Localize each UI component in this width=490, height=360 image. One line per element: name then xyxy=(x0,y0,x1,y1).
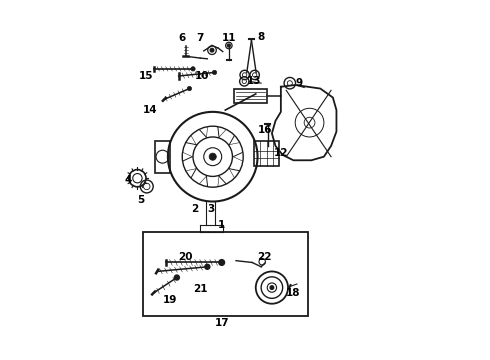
Text: 8: 8 xyxy=(258,32,265,41)
Text: 15: 15 xyxy=(139,71,154,81)
Circle shape xyxy=(210,48,214,52)
Circle shape xyxy=(212,70,217,75)
Circle shape xyxy=(219,260,224,265)
Text: 16: 16 xyxy=(257,125,272,135)
Text: 20: 20 xyxy=(178,252,193,262)
Circle shape xyxy=(174,275,179,280)
Text: 13: 13 xyxy=(247,76,261,86)
Text: 10: 10 xyxy=(195,71,209,81)
Text: 22: 22 xyxy=(257,252,272,262)
Circle shape xyxy=(191,67,195,71)
Text: 4: 4 xyxy=(125,175,132,185)
Text: 17: 17 xyxy=(215,319,229,328)
Text: 2: 2 xyxy=(191,204,198,214)
Circle shape xyxy=(209,153,216,160)
Bar xyxy=(234,89,267,103)
Text: 19: 19 xyxy=(163,295,177,305)
Text: 21: 21 xyxy=(193,284,207,294)
Bar xyxy=(155,140,170,173)
Text: 1: 1 xyxy=(218,220,225,230)
Text: 6: 6 xyxy=(179,33,186,43)
Circle shape xyxy=(227,44,230,47)
Circle shape xyxy=(270,286,274,289)
Circle shape xyxy=(187,86,192,91)
Text: 11: 11 xyxy=(221,33,236,43)
Text: 9: 9 xyxy=(295,78,302,88)
Circle shape xyxy=(205,264,210,269)
Text: 18: 18 xyxy=(286,288,301,298)
Text: 14: 14 xyxy=(143,105,157,115)
Bar xyxy=(254,140,279,166)
Text: 5: 5 xyxy=(137,195,145,205)
Bar xyxy=(143,232,308,316)
Text: 7: 7 xyxy=(196,33,204,43)
Text: 3: 3 xyxy=(207,204,215,214)
Text: 12: 12 xyxy=(273,148,288,158)
